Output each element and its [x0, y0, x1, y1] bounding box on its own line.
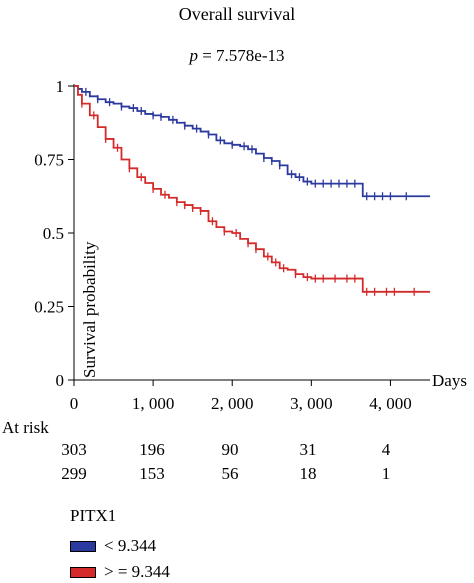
p-value-label: p = 7.578e-13: [0, 46, 474, 66]
at-risk-label: At risk: [2, 418, 49, 437]
at-risk-cell: 4: [381, 440, 391, 459]
y-tick-label: 1: [56, 77, 65, 96]
legend-title: PITX1: [70, 506, 117, 525]
x-tick-label: 2, 000: [211, 394, 254, 413]
survival-curve-2: [74, 85, 430, 293]
at-risk-cell: 1: [381, 464, 391, 483]
p-symbol: p: [189, 46, 198, 65]
at-risk-cell: 56: [221, 464, 239, 483]
p-value-text: = 7.578e-13: [197, 46, 285, 65]
survival-curve-1: [74, 85, 430, 198]
y-tick-label: 0.75: [34, 151, 64, 170]
at-risk-cell: 31: [299, 440, 317, 459]
y-tick-label: 0.25: [34, 298, 64, 317]
at-risk-cell: 153: [139, 464, 165, 483]
x-tick-label: 1, 000: [132, 394, 175, 413]
x-tick-label: 3, 000: [290, 394, 333, 413]
at-risk-cell: 303: [61, 440, 87, 459]
at-risk-cell: 196: [139, 440, 165, 459]
x-tick-label: 4, 000: [369, 394, 412, 413]
legend-swatch: [70, 567, 96, 578]
at-risk-cell: 90: [221, 440, 239, 459]
y-axis-label: Survival probability: [80, 241, 99, 378]
x-axis-label: Days: [432, 371, 467, 390]
x-tick-label: 0: [70, 394, 79, 413]
chart-title: Overall survival: [178, 4, 296, 24]
at-risk-cell: 299: [61, 464, 87, 483]
legend-label: < 9.344: [104, 536, 157, 555]
at-risk-cell: 18: [299, 464, 317, 483]
y-tick-label: 0.5: [43, 224, 64, 243]
legend-label: > = 9.344: [104, 562, 170, 581]
y-tick-label: 0: [56, 371, 65, 390]
legend-swatch: [70, 541, 96, 552]
